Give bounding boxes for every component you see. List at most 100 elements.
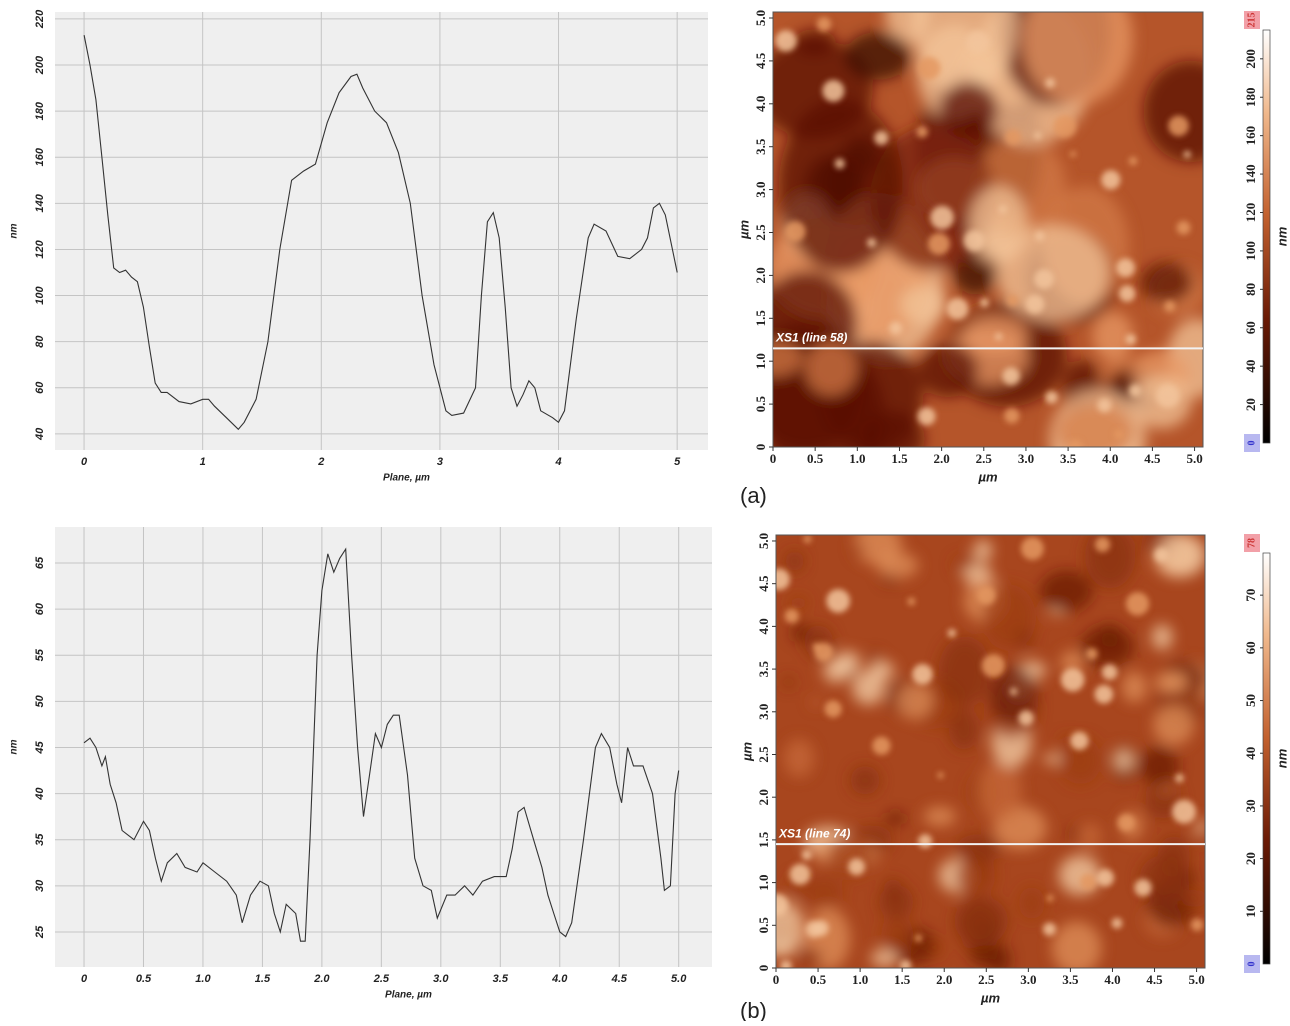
afm-blob [793, 29, 836, 55]
afm-grain [889, 321, 903, 335]
y-tick-label: 5.0 [756, 533, 771, 549]
afm-blob [996, 225, 1109, 322]
afm-grain [816, 17, 832, 32]
afm-grain [1042, 922, 1057, 936]
y-tick-label: 5.0 [753, 10, 768, 26]
afm-blob [1140, 745, 1179, 787]
colorbar-tick-label: 40 [1243, 360, 1258, 373]
afm-grain [1020, 537, 1044, 560]
x-tick-label: 1.0 [195, 973, 211, 985]
x-tick-label: 1.0 [852, 972, 868, 987]
x-tick-label: 0.5 [810, 972, 827, 987]
afm-blob [773, 340, 803, 376]
x-tick-label: 2.5 [373, 973, 390, 985]
afm-grain [776, 568, 790, 591]
afm-grain [1190, 918, 1204, 932]
afm-blob [1151, 624, 1173, 650]
x-tick-label: 0 [773, 972, 780, 987]
afm-grain [1079, 873, 1097, 890]
afm-blob [1112, 748, 1135, 772]
afm-blob [1059, 736, 1102, 785]
y-axis-label: µm [739, 742, 754, 762]
afm-grain [1125, 334, 1136, 345]
x-tick-label: 3.5 [493, 973, 509, 985]
y-tick-label: 1.5 [756, 831, 771, 848]
y-axis-label: µm [736, 220, 751, 240]
afm-blob [850, 765, 880, 795]
afm-blob [1194, 835, 1205, 845]
afm-blob [852, 542, 866, 557]
afm-grain [947, 628, 957, 638]
colorbar-limit-box [1244, 534, 1260, 552]
afm-grain [1045, 77, 1056, 88]
x-tick-label: 2 [317, 456, 324, 468]
image-frame [772, 11, 1204, 448]
afm-blob [1181, 889, 1205, 907]
y-tick-label: 3.5 [756, 660, 771, 677]
y-tick-label: 30 [34, 879, 46, 892]
afm-blob [1085, 535, 1136, 589]
x-tick-label: 0.5 [807, 451, 824, 466]
afm-grain [848, 858, 866, 876]
afm-grain [927, 232, 951, 255]
colorbar-tick-label: 20 [1243, 852, 1258, 865]
afm-grain [1010, 687, 1018, 696]
afm-grain [1005, 129, 1022, 146]
afm-grain [912, 663, 933, 685]
y-tick-label: 100 [34, 285, 46, 304]
afm-blob [1039, 570, 1093, 612]
afm-blob [1143, 60, 1203, 163]
x-tick-label: 5 [674, 456, 681, 468]
afm-grain [1086, 647, 1098, 660]
afm-grain [824, 700, 842, 718]
afm-grain [937, 772, 944, 779]
afm-blob [1051, 921, 1102, 968]
colorbar-tick-label: 200 [1243, 49, 1258, 68]
y-tick-label: 3.5 [753, 138, 768, 155]
colorbar-tick-label: 60 [1243, 321, 1258, 334]
afm-grain [1068, 439, 1083, 447]
afm-grain [1069, 151, 1077, 158]
afm-blob [968, 186, 1028, 265]
x-tick-label: 5.0 [1188, 972, 1204, 987]
profile-annotation: XS1 (line 74) [778, 826, 850, 840]
afm-grain [1034, 231, 1045, 241]
afm-grain [1101, 170, 1121, 190]
afm-grain [914, 934, 923, 943]
y-tick-label: 220 [34, 9, 46, 29]
y-tick-label: 3.0 [756, 704, 771, 720]
afm-grain [930, 205, 955, 230]
x-tick-label: 0 [81, 973, 88, 985]
colorbar-tick-label: 60 [1243, 641, 1258, 654]
colorbar-tick-label: 70 [1243, 589, 1258, 602]
afm-blob [776, 899, 805, 958]
afm-grain [1128, 156, 1138, 166]
afm-grain [918, 834, 933, 849]
afm-blob [876, 552, 919, 579]
afm-grain [1053, 115, 1077, 138]
afm-grain [1034, 269, 1054, 290]
afm-blob [869, 652, 881, 664]
afm-grain [1117, 814, 1135, 832]
afm-blob [845, 31, 912, 80]
afm-grain [1018, 710, 1034, 726]
x-tick-label: 1 [200, 456, 206, 468]
afm-grain [801, 850, 812, 860]
y-tick-label: 2.5 [756, 746, 771, 763]
afm-grain [995, 333, 1003, 341]
afm-grain [1111, 917, 1123, 929]
profile-line [83, 34, 678, 431]
afm-grain [803, 535, 812, 544]
afm-grain [1034, 131, 1042, 140]
afm-blob [1154, 672, 1186, 693]
afm-grain [1116, 258, 1135, 278]
profile-annotation: XS1 (line 58) [775, 331, 847, 345]
afm-blob [1060, 650, 1084, 675]
profile-line [83, 547, 680, 942]
afm-grain [1113, 429, 1124, 440]
colorbar-tick-label: 10 [1243, 905, 1258, 918]
afm-blob [852, 670, 886, 705]
y-tick-label: 0 [753, 444, 768, 451]
x-tick-label: 5.0 [671, 973, 687, 985]
